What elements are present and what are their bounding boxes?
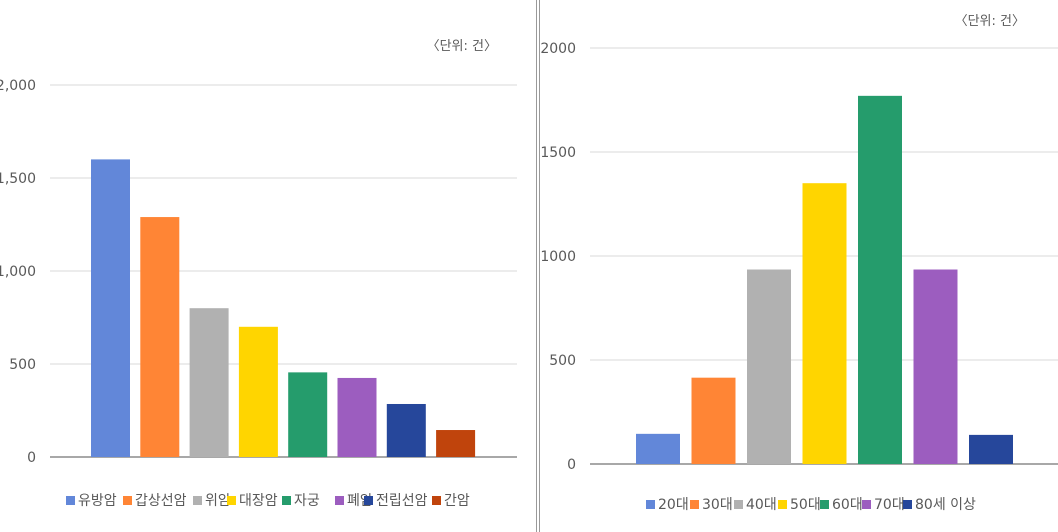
legend-swatch bbox=[193, 496, 202, 505]
left-chart-panel: 〈단위: 건〉 0 500 1,000 1,500 2,000 유방암 갑상선암 위암 대장암 자궁… bbox=[0, 39, 517, 509]
legend-swatch bbox=[282, 496, 291, 505]
legend-label: 위암 bbox=[205, 493, 231, 509]
legend-label: 30대 bbox=[702, 497, 733, 513]
legend-swatch bbox=[335, 496, 344, 505]
bar bbox=[288, 372, 328, 457]
bar bbox=[747, 269, 791, 464]
y-tick-label: 1,000 bbox=[0, 264, 36, 280]
legend-label: 대장암 bbox=[239, 493, 278, 509]
legend-label: 70대 bbox=[874, 497, 905, 513]
legend-swatch bbox=[820, 500, 829, 509]
bar bbox=[913, 269, 958, 464]
bar bbox=[140, 217, 180, 457]
legend-swatch bbox=[734, 500, 743, 509]
legend-label: 자궁 bbox=[294, 493, 320, 509]
legend-swatch bbox=[432, 496, 441, 505]
bar bbox=[969, 434, 1013, 464]
legend-swatch bbox=[123, 496, 132, 505]
legend-label: 유방암 bbox=[78, 493, 117, 509]
legend-swatch bbox=[66, 496, 75, 505]
right-chart-panel: 〈단위: 건〉 0 500 1000 1500 2000 20대 30대 40대 50대 60대 70… bbox=[540, 14, 1058, 513]
legend-label: 20대 bbox=[658, 497, 689, 513]
legend-swatch bbox=[862, 500, 871, 509]
legend-swatch bbox=[364, 496, 373, 505]
legend-swatch bbox=[778, 500, 787, 509]
bar bbox=[802, 183, 847, 464]
y-tick-label: 500 bbox=[549, 353, 576, 369]
bar bbox=[337, 377, 377, 457]
y-tick-label: 1500 bbox=[540, 145, 576, 161]
legend-swatch bbox=[690, 500, 699, 509]
bar bbox=[189, 308, 229, 457]
y-tick-label: 0 bbox=[27, 450, 36, 466]
y-tick-label: 2,000 bbox=[0, 78, 36, 94]
legend-label: 80세 이상 bbox=[915, 497, 976, 513]
bar bbox=[238, 326, 278, 457]
legend-label: 전립선암 bbox=[376, 493, 428, 509]
bar bbox=[858, 95, 902, 464]
legend-label: 40대 bbox=[746, 497, 777, 513]
legend-swatch bbox=[903, 500, 912, 509]
legend-label: 60대 bbox=[832, 497, 863, 513]
y-tick-label: 500 bbox=[9, 357, 36, 373]
legend-label: 간암 bbox=[444, 493, 470, 509]
bar bbox=[436, 430, 476, 457]
bar bbox=[636, 433, 680, 464]
y-tick-label: 2000 bbox=[540, 41, 576, 57]
legend-label: 50대 bbox=[790, 497, 821, 513]
y-tick-label: 1000 bbox=[540, 249, 576, 265]
y-tick-label: 0 bbox=[567, 457, 576, 473]
legend-swatch bbox=[646, 500, 655, 509]
legend-swatch bbox=[227, 496, 236, 505]
bar bbox=[386, 403, 426, 457]
y-tick-label: 1,500 bbox=[0, 171, 36, 187]
unit-label: 〈단위: 건〉 bbox=[955, 14, 1025, 29]
bar bbox=[91, 159, 130, 457]
bar bbox=[691, 377, 736, 464]
legend-label: 갑상선암 bbox=[135, 493, 187, 509]
unit-label: 〈단위: 건〉 bbox=[427, 39, 497, 54]
